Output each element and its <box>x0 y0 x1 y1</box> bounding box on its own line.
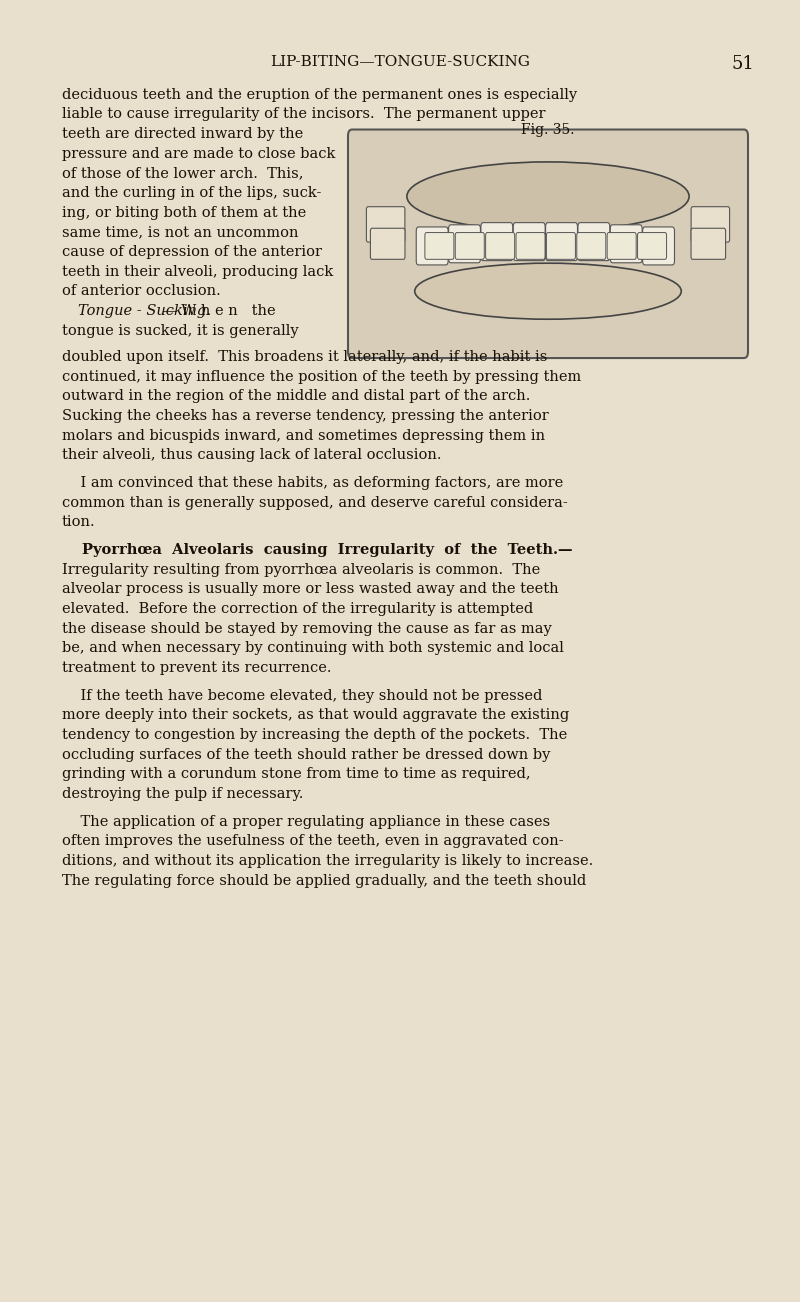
Text: If the teeth have become elevated, they should not be pressed: If the teeth have become elevated, they … <box>62 689 542 703</box>
Text: liable to cause irregularity of the incisors.  The permanent upper: liable to cause irregularity of the inci… <box>62 107 546 121</box>
FancyBboxPatch shape <box>348 129 748 358</box>
Text: LIP-BITING—TONGUE-SUCKING: LIP-BITING—TONGUE-SUCKING <box>270 55 530 69</box>
FancyBboxPatch shape <box>691 207 730 242</box>
FancyBboxPatch shape <box>642 227 674 264</box>
Text: deciduous teeth and the eruption of the permanent ones is especially: deciduous teeth and the eruption of the … <box>62 87 577 102</box>
Text: Tongue - Sucking.: Tongue - Sucking. <box>78 305 211 318</box>
Text: more deeply into their sockets, as that would aggravate the existing: more deeply into their sockets, as that … <box>62 708 570 723</box>
FancyBboxPatch shape <box>577 233 606 259</box>
Text: Sucking the cheeks has a reverse tendency, pressing the anterior: Sucking the cheeks has a reverse tendenc… <box>62 409 549 423</box>
Text: be, and when necessary by continuing with both systemic and local: be, and when necessary by continuing wit… <box>62 642 564 655</box>
FancyBboxPatch shape <box>691 228 726 259</box>
FancyBboxPatch shape <box>516 233 545 259</box>
Text: doubled upon itself.  This broadens it laterally, and, if the habit is: doubled upon itself. This broadens it la… <box>62 350 547 365</box>
Text: of those of the lower arch.  This,: of those of the lower arch. This, <box>62 167 303 180</box>
Text: I am convinced that these habits, as deforming factors, are more: I am convinced that these habits, as def… <box>62 477 563 490</box>
FancyBboxPatch shape <box>449 225 481 263</box>
Text: teeth in their alveoli, producing lack: teeth in their alveoli, producing lack <box>62 264 334 279</box>
Text: The regulating force should be applied gradually, and the teeth should: The regulating force should be applied g… <box>62 874 586 888</box>
FancyBboxPatch shape <box>610 225 642 263</box>
FancyBboxPatch shape <box>370 228 405 259</box>
FancyBboxPatch shape <box>514 223 545 260</box>
Text: occluding surfaces of the teeth should rather be dressed down by: occluding surfaces of the teeth should r… <box>62 747 550 762</box>
Text: alveolar process is usually more or less wasted away and the teeth: alveolar process is usually more or less… <box>62 582 558 596</box>
Text: — W h e n   the: — W h e n the <box>162 305 276 318</box>
Text: same time, is not an uncommon: same time, is not an uncommon <box>62 225 298 240</box>
Text: grinding with a corundum stone from time to time as required,: grinding with a corundum stone from time… <box>62 767 530 781</box>
Text: tendency to congestion by increasing the depth of the pockets.  The: tendency to congestion by increasing the… <box>62 728 567 742</box>
Text: tion.: tion. <box>62 516 96 530</box>
Text: ing, or biting both of them at the: ing, or biting both of them at the <box>62 206 306 220</box>
FancyBboxPatch shape <box>607 233 636 259</box>
Ellipse shape <box>414 263 682 319</box>
Text: common than is generally supposed, and deserve careful considera-: common than is generally supposed, and d… <box>62 496 568 509</box>
FancyBboxPatch shape <box>546 233 575 259</box>
Text: pressure and are made to close back: pressure and are made to close back <box>62 147 335 160</box>
Text: tongue is sucked, it is generally: tongue is sucked, it is generally <box>62 324 298 337</box>
FancyBboxPatch shape <box>638 233 666 259</box>
Text: continued, it may influence the position of the teeth by pressing them: continued, it may influence the position… <box>62 370 582 384</box>
FancyBboxPatch shape <box>425 233 454 259</box>
Text: elevated.  Before the correction of the irregularity is attempted: elevated. Before the correction of the i… <box>62 602 534 616</box>
Text: the disease should be stayed by removing the cause as far as may: the disease should be stayed by removing… <box>62 621 552 635</box>
Text: often improves the usefulness of the teeth, even in aggravated con-: often improves the usefulness of the tee… <box>62 835 564 849</box>
Text: destroying the pulp if necessary.: destroying the pulp if necessary. <box>62 788 303 801</box>
FancyBboxPatch shape <box>546 223 578 260</box>
FancyBboxPatch shape <box>366 207 405 242</box>
Text: The application of a proper regulating appliance in these cases: The application of a proper regulating a… <box>62 815 550 828</box>
Text: Irregularity resulting from pyorrhœa alveolaris is common.  The: Irregularity resulting from pyorrhœa alv… <box>62 562 540 577</box>
Text: of anterior occlusion.: of anterior occlusion. <box>62 284 221 298</box>
Ellipse shape <box>407 161 689 230</box>
Text: cause of depression of the anterior: cause of depression of the anterior <box>62 245 322 259</box>
FancyBboxPatch shape <box>416 227 448 264</box>
Text: Fig. 35.: Fig. 35. <box>522 122 574 137</box>
FancyBboxPatch shape <box>486 233 514 259</box>
FancyBboxPatch shape <box>455 233 484 259</box>
Text: Pyorrhœa  Alveolaris  causing  Irregularity  of  the  Teeth.—: Pyorrhœa Alveolaris causing Irregularity… <box>82 543 573 557</box>
Text: outward in the region of the middle and distal part of the arch.: outward in the region of the middle and … <box>62 389 530 404</box>
Text: and the curling in of the lips, suck-: and the curling in of the lips, suck- <box>62 186 322 201</box>
FancyBboxPatch shape <box>578 223 610 260</box>
Text: 51: 51 <box>731 55 754 73</box>
Text: treatment to prevent its recurrence.: treatment to prevent its recurrence. <box>62 661 331 674</box>
Text: ditions, and without its application the irregularity is likely to increase.: ditions, and without its application the… <box>62 854 594 868</box>
Text: molars and bicuspids inward, and sometimes depressing them in: molars and bicuspids inward, and sometim… <box>62 428 545 443</box>
FancyBboxPatch shape <box>481 223 513 260</box>
Text: teeth are directed inward by the: teeth are directed inward by the <box>62 126 303 141</box>
Text: their alveoli, thus causing lack of lateral occlusion.: their alveoli, thus causing lack of late… <box>62 448 442 462</box>
